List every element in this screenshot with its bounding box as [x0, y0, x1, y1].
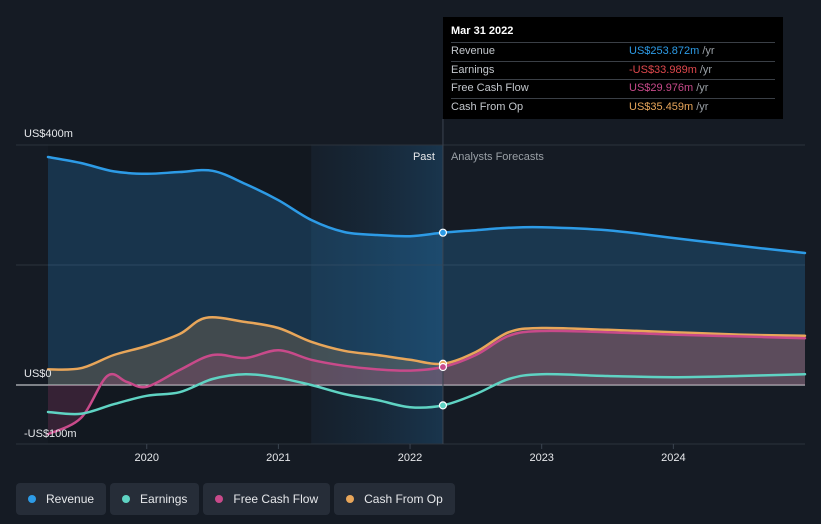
- y-axis-labels: US$400m US$0 -US$100m: [24, 128, 77, 440]
- tooltip-unit: /yr: [696, 100, 709, 113]
- series-markers: [438, 228, 448, 410]
- free-cash-flow-marker: [438, 362, 448, 372]
- legend-dot-icon: [28, 495, 36, 503]
- legend-label: Earnings: [140, 492, 188, 506]
- legend-label: Cash From Op: [364, 492, 443, 506]
- series-lines: [46, 155, 807, 436]
- x-tick-label: 2024: [661, 452, 685, 464]
- x-tick-label: 2020: [134, 452, 158, 464]
- tooltip-label: Earnings: [451, 63, 495, 76]
- x-tick-label: 2021: [266, 452, 290, 464]
- legend-label: Revenue: [46, 492, 95, 506]
- tooltip-unit: /yr: [699, 63, 713, 76]
- tooltip-row-revenue: Revenue US$253.872m /yr: [451, 42, 775, 61]
- free-cash-flow-line: [46, 329, 807, 436]
- legend-dot-icon: [346, 495, 355, 503]
- free-cash-flow-area: [48, 330, 805, 435]
- legend-dot-icon: [215, 495, 224, 503]
- tooltip-value: US$253.872m: [629, 45, 700, 57]
- earnings-marker: [438, 401, 448, 410]
- past-label: Past: [413, 151, 435, 163]
- x-tick-label: 2022: [398, 452, 422, 464]
- cash-from-op-line: [46, 316, 807, 371]
- x-tick-label: 2023: [529, 452, 553, 464]
- forecast-label: Analysts Forecasts: [451, 151, 544, 163]
- tooltip-row-free-cash-flow: Free Cash Flow US$29.976m /yr: [451, 79, 775, 98]
- tooltip-unit: /yr: [696, 82, 709, 94]
- tooltip-label: Revenue: [451, 45, 496, 57]
- legend: Revenue Earnings Free Cash Flow Cash Fro…: [16, 483, 455, 515]
- y-tick-label: -US$100m: [24, 428, 77, 440]
- legend-item-cash-from-op[interactable]: Cash From Op: [334, 483, 455, 515]
- y-tick-label: US$0: [24, 368, 52, 380]
- legend-label: Free Cash Flow: [233, 492, 319, 506]
- legend-dot-icon: [122, 495, 131, 503]
- cash-from-op-area: [48, 317, 805, 385]
- tooltip-unit: /yr: [702, 45, 715, 57]
- tooltip: Mar 31 2022 Revenue US$253.872m /yr Earn…: [443, 17, 783, 119]
- legend-item-earnings[interactable]: Earnings: [110, 483, 200, 515]
- tooltip-value: US$35.459m: [629, 100, 694, 113]
- past-highlight-region: [311, 145, 443, 444]
- series-areas: [48, 157, 805, 435]
- tooltip-row-earnings: Earnings -US$33.989m /yr: [451, 60, 775, 80]
- revenue-line: [46, 155, 807, 255]
- revenue-area: [48, 157, 805, 385]
- y-tick-label: US$400m: [24, 128, 73, 140]
- tooltip-row-cash-from-op: Cash From Op US$35.459m /yr: [451, 97, 775, 117]
- legend-item-free-cash-flow[interactable]: Free Cash Flow: [203, 483, 331, 515]
- tooltip-label: Cash From Op: [451, 100, 524, 113]
- earnings-line: [46, 372, 807, 416]
- tooltip-date: Mar 31 2022: [451, 25, 514, 37]
- revenue-marker: [438, 228, 448, 237]
- legend-item-revenue[interactable]: Revenue: [16, 483, 107, 515]
- x-axis-labels: 2020 2021 2022 2023 2024: [134, 444, 686, 464]
- tooltip-value: -US$33.989m: [629, 63, 697, 76]
- tooltip-value: US$29.976m: [629, 82, 694, 94]
- tooltip-label: Free Cash Flow: [451, 82, 529, 94]
